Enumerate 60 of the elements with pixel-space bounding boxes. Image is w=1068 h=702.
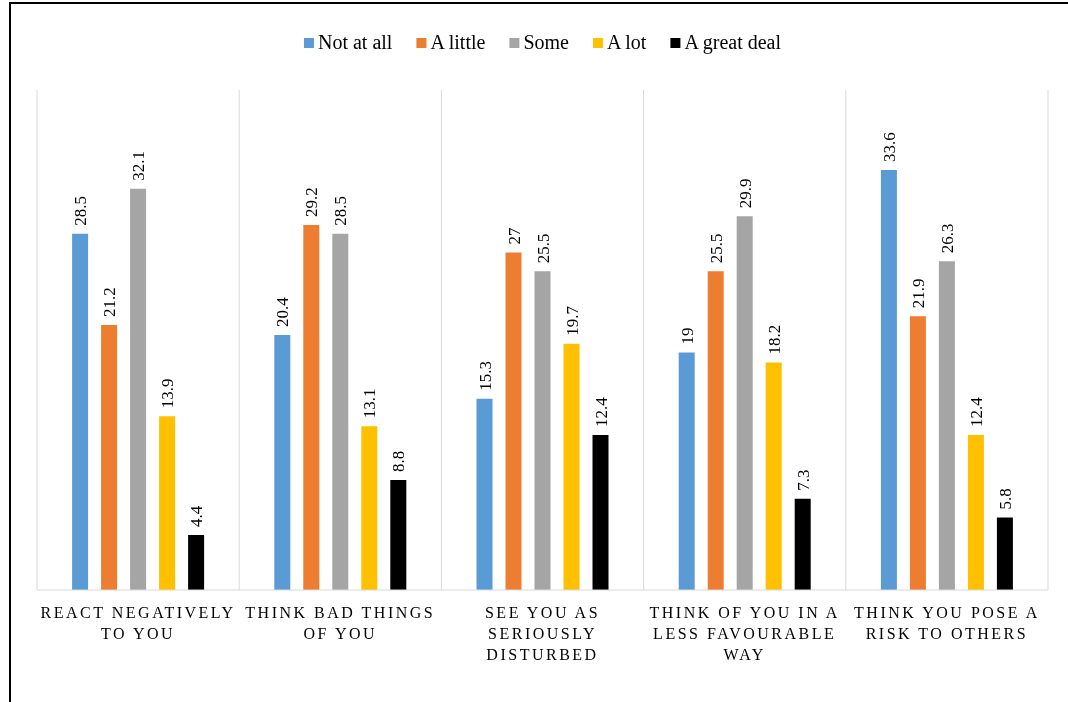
data-label: 12.4	[966, 396, 986, 427]
data-label: 20.4	[273, 296, 293, 327]
bar	[736, 216, 753, 590]
bar	[707, 271, 724, 590]
data-label: 28.5	[331, 196, 351, 226]
data-label: 27	[504, 227, 524, 245]
data-label: 15.3	[475, 361, 495, 391]
data-label: 4.4	[187, 505, 207, 527]
bar	[534, 271, 551, 590]
bar	[678, 352, 695, 590]
bar	[765, 362, 782, 590]
bar	[880, 170, 897, 590]
data-label: 12.4	[591, 396, 611, 427]
bar	[505, 252, 522, 590]
data-label: 13.1	[360, 388, 380, 419]
x-tick-label: THINK BAD THINGS OF YOU	[245, 604, 436, 642]
legend-label: Not at all	[317, 31, 393, 53]
bar	[361, 426, 378, 590]
bar	[72, 233, 89, 590]
bar	[996, 517, 1013, 590]
data-label: 19	[677, 327, 697, 345]
data-label: 32.1	[129, 151, 149, 181]
legend-label: A lot	[606, 31, 647, 53]
legend-label: A little	[430, 31, 486, 53]
data-label: 28.5	[71, 196, 91, 226]
data-label: 25.5	[706, 233, 726, 264]
bar	[563, 343, 580, 590]
data-label: 8.8	[389, 450, 409, 472]
bar	[130, 188, 147, 590]
bar	[592, 435, 609, 590]
x-tick-label: THINK OF YOU IN A LESS FAVOURABLE WAY	[649, 604, 840, 663]
data-label: 7.3	[793, 469, 813, 491]
x-tick-label: THINK YOU POSE A RISK TO OTHERS	[854, 604, 1040, 642]
bar	[188, 535, 205, 590]
data-label: 29.2	[302, 187, 322, 217]
data-label: 5.8	[995, 488, 1015, 510]
x-tick-label: SEE YOU AS SERIOUSLY DISTURBED	[484, 604, 601, 663]
bar	[101, 325, 118, 590]
data-label: 33.6	[879, 132, 899, 162]
data-label: 26.3	[937, 223, 957, 254]
bar	[332, 233, 349, 590]
data-label: 29.9	[735, 178, 755, 209]
bar	[909, 316, 926, 590]
legend-label: Some	[523, 31, 570, 53]
data-label: 21.2	[100, 287, 120, 317]
bar	[794, 498, 811, 590]
legend-label: A great deal	[684, 31, 782, 54]
data-label: 19.7	[562, 305, 582, 336]
bar	[938, 261, 955, 590]
bar	[390, 480, 407, 590]
data-label: 13.9	[158, 378, 178, 409]
bar	[303, 225, 320, 590]
data-label: 18.2	[764, 324, 784, 355]
data-label: 21.9	[908, 278, 928, 309]
bar	[967, 435, 984, 590]
data-label: 25.5	[533, 233, 553, 264]
x-tick-label: REACT NEGATIVELY TO YOU	[40, 604, 236, 642]
bar	[274, 335, 291, 590]
bar	[476, 398, 493, 590]
bar	[159, 416, 176, 590]
